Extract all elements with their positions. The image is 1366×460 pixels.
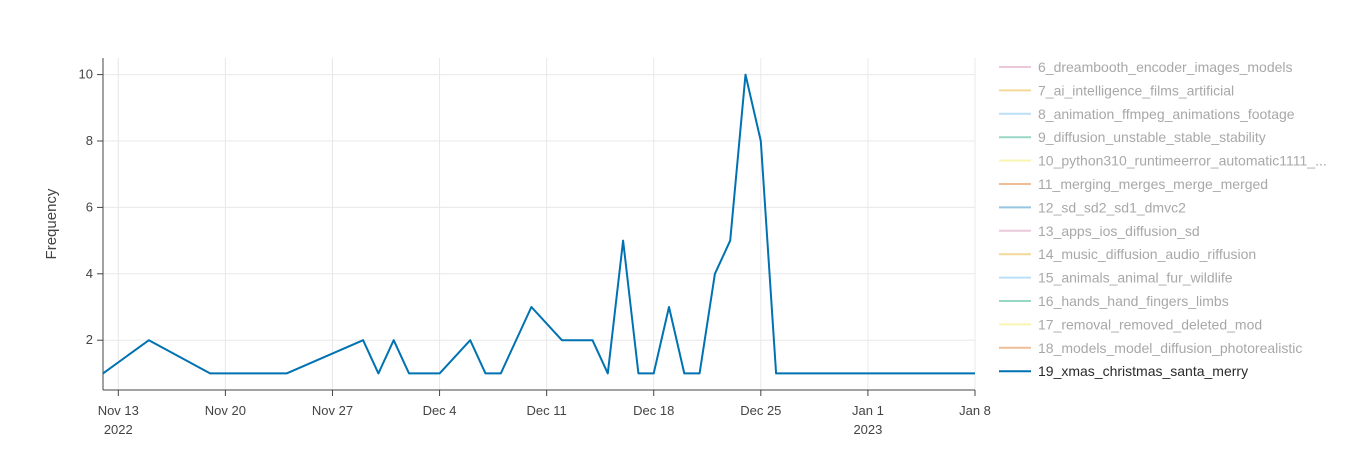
x-tick-label: Jan 8: [959, 403, 991, 418]
axes: [102, 58, 975, 391]
x-tick-label: Nov 27: [312, 403, 353, 418]
legend-item[interactable]: 11_merging_merges_merge_merged: [999, 176, 1268, 192]
x-tick-label: Dec 11: [527, 403, 567, 418]
legend-item[interactable]: 15_animals_animal_fur_wildlife: [999, 270, 1233, 286]
x-tick-label: Nov 20: [205, 403, 246, 418]
legend-label: 6_dreambooth_encoder_images_models: [1038, 59, 1293, 75]
y-tick-label: 6: [86, 199, 93, 214]
x-tick-year-label: 2022: [104, 422, 133, 437]
legend-label: 18_models_model_diffusion_photorealistic: [1038, 340, 1302, 356]
x-tick-label: Dec 18: [633, 403, 674, 418]
y-tick-label: 2: [86, 332, 93, 347]
legend-item[interactable]: 8_animation_ffmpeg_animations_footage: [999, 106, 1295, 122]
y-axis-title: Frequency: [43, 188, 60, 259]
legend-item[interactable]: 17_removal_removed_deleted_mod: [999, 316, 1262, 332]
legend-item[interactable]: 18_models_model_diffusion_photorealistic: [999, 340, 1302, 356]
legend-label: 16_hands_hand_fingers_limbs: [1038, 293, 1229, 309]
legend-label: 17_removal_removed_deleted_mod: [1038, 316, 1262, 332]
legend-item[interactable]: 10_python310_runtimeerror_automatic1111_…: [999, 153, 1327, 169]
grid: [103, 58, 976, 390]
legend-label: 11_merging_merges_merge_merged: [1038, 176, 1268, 192]
x-axis-ticks: Nov 13 2022 Nov 20 Nov 27 Dec 4 Dec 11 Dec 18 D…: [98, 390, 991, 437]
legend-label: 9_diffusion_unstable_stable_stability: [1038, 129, 1266, 145]
legend-item[interactable]: 9_diffusion_unstable_stable_stability: [999, 129, 1266, 145]
legend-item[interactable]: 16_hands_hand_fingers_limbs: [999, 293, 1229, 309]
legend-label: 13_apps_ios_diffusion_sd: [1038, 223, 1200, 239]
legend-item[interactable]: 7_ai_intelligence_films_artificial: [999, 82, 1234, 98]
legend-label: 19_xmas_christmas_santa_merry: [1038, 363, 1248, 379]
y-tick-label: 10: [79, 67, 93, 82]
legend-label: 14_music_diffusion_audio_riffusion: [1038, 246, 1256, 262]
legend[interactable]: 6_dreambooth_encoder_images_models 7_ai_i…: [999, 59, 1327, 379]
x-tick-year-label: 2023: [853, 422, 882, 437]
y-tick-label: 8: [86, 133, 93, 148]
legend-label: 7_ai_intelligence_films_artificial: [1038, 82, 1234, 98]
y-axis-ticks: 2 4 6 8 10: [79, 67, 103, 347]
legend-item[interactable]: 14_music_diffusion_audio_riffusion: [999, 246, 1256, 262]
series-line-13: [102, 73, 975, 375]
x-tick-label: Nov 13: [98, 403, 139, 418]
x-tick-label: Jan 1: [852, 403, 884, 418]
y-tick-label: 4: [86, 266, 93, 281]
legend-label: 8_animation_ffmpeg_animations_footage: [1038, 106, 1295, 122]
legend-item[interactable]: 6_dreambooth_encoder_images_models: [999, 59, 1293, 75]
legend-item[interactable]: 13_apps_ios_diffusion_sd: [999, 223, 1200, 239]
legend-label: 15_animals_animal_fur_wildlife: [1038, 270, 1233, 286]
legend-item[interactable]: 12_sd_sd2_sd1_dmvc2: [999, 199, 1186, 215]
x-tick-label: Dec 4: [423, 403, 457, 418]
legend-label: 10_python310_runtimeerror_automatic1111_…: [1038, 153, 1327, 169]
x-tick-label: Dec 25: [740, 403, 781, 418]
legend-label: 12_sd_sd2_sd1_dmvc2: [1038, 199, 1186, 215]
legend-item[interactable]: 19_xmas_christmas_santa_merry: [999, 363, 1248, 379]
series-lines: [102, 73, 976, 375]
